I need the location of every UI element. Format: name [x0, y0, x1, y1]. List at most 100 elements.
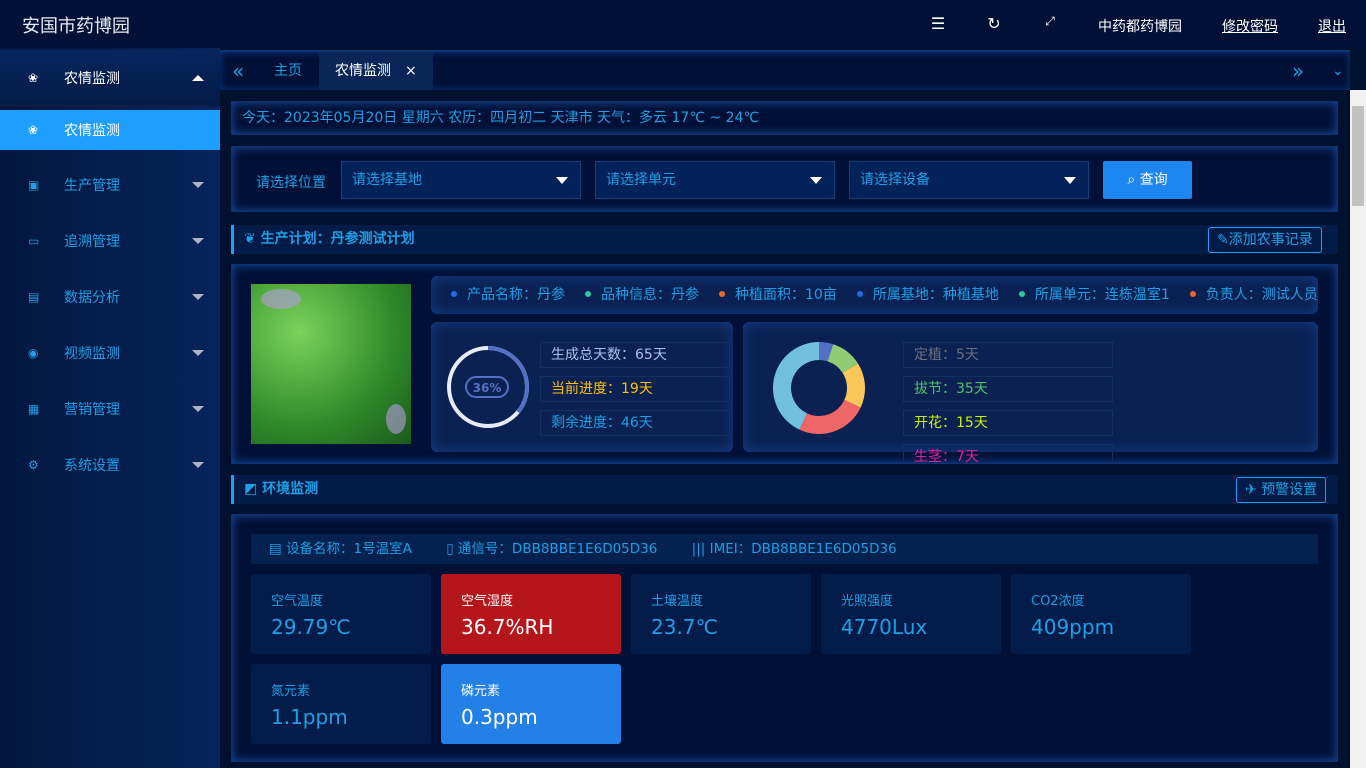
- plan-info-item: 产品名称：丹参: [451, 287, 565, 303]
- button-label: 预警设置: [1261, 482, 1318, 498]
- sidebar-item-label: 农情监测: [64, 71, 120, 87]
- bullet-dot: [585, 291, 591, 297]
- bullet-dot: [451, 291, 457, 297]
- info-text: 种植面积：10亩: [735, 287, 837, 303]
- plan-title: 生产计划：丹参测试计划: [260, 231, 415, 247]
- sidebar-item-label: 数据分析: [64, 290, 120, 306]
- info-text: 产品名称：丹参: [467, 287, 565, 303]
- sidebar-item-label: 系统设置: [64, 458, 120, 474]
- sidebar-item-trace[interactable]: ▭ 追溯管理: [0, 220, 220, 262]
- search-icon: ⌕: [1127, 172, 1136, 188]
- fullscreen-icon[interactable]: ⤢: [1045, 14, 1055, 28]
- menu-fold-icon[interactable]: ☰: [930, 14, 946, 33]
- sidebar-item-marketing[interactable]: ▦ 营销管理: [0, 388, 220, 430]
- stages-card: 定植：5天 拔节：35天 开花：15天 生茎：7天: [743, 322, 1318, 464]
- select-placeholder: 请选择基地: [352, 172, 422, 188]
- org-name[interactable]: 中药都药博园: [1098, 19, 1182, 35]
- alarm-icon: ✈: [1245, 482, 1262, 498]
- metric-card: 磷元素 0.3ppm: [441, 664, 621, 744]
- metric-label: 氮元素: [271, 684, 311, 699]
- stat-total-days: 生成总天数：65天: [540, 342, 730, 368]
- camera-icon: ◉: [28, 346, 39, 360]
- plan-section-header: ❦ 生产计划：丹参测试计划: [231, 225, 1338, 254]
- metric-value: 1.1ppm: [271, 705, 348, 729]
- info-text: 负责人：测试人员: [1205, 287, 1318, 303]
- device-name: 设备名称：1号温室A: [286, 541, 412, 557]
- monitor-icon: ▣: [28, 178, 40, 192]
- metric-card: 土壤温度 23.7℃: [631, 574, 811, 654]
- plan-info-bar: 产品名称：丹参 品种信息：丹参 种植面积：10亩 所属基地：种植基地 所属单元：连栋温室…: [431, 276, 1318, 314]
- sidebar-group-agri-monitor[interactable]: ❀ 农情监测: [0, 50, 220, 106]
- metric-value: 36.7%RH: [461, 615, 554, 639]
- edit-icon: ✎: [1217, 232, 1229, 248]
- tabs-dropdown-icon[interactable]: ⌄: [1332, 63, 1344, 79]
- metric-value: 29.79℃: [271, 615, 351, 639]
- stage-item: 开花：15天: [903, 410, 1113, 436]
- scrollbar-thumb[interactable]: [1352, 106, 1364, 206]
- alarm-settings-button[interactable]: ✈ 预警设置: [1236, 477, 1327, 503]
- progress-arc: [447, 346, 529, 428]
- query-button[interactable]: ⌕ 查询: [1103, 161, 1192, 199]
- progress-percent: 36%: [473, 381, 502, 395]
- base-select[interactable]: 请选择基地: [341, 161, 581, 199]
- plan-info-item: 负责人：测试人员: [1189, 287, 1318, 303]
- sidebar-item-settings[interactable]: ⚙ 系统设置: [0, 444, 220, 486]
- sidebar-item-label: 营销管理: [64, 402, 120, 418]
- metric-label: CO2浓度: [1031, 594, 1085, 609]
- query-label: 查询: [1139, 172, 1168, 188]
- plan-info-item: 所属单元：连栋温室1: [1018, 287, 1170, 303]
- server-icon: ▤: [269, 541, 282, 557]
- logout-link[interactable]: 退出: [1318, 19, 1346, 35]
- tab-agri-monitor[interactable]: 农情监测 ×: [319, 52, 433, 90]
- plant-icon: ❦: [244, 231, 261, 247]
- metric-label: 土壤温度: [651, 594, 704, 609]
- plant-photo: [251, 284, 411, 444]
- metric-label: 空气湿度: [461, 594, 514, 609]
- tabs-scroll-right-icon[interactable]: »: [1292, 59, 1305, 83]
- metric-label: 磷元素: [461, 684, 501, 699]
- metric-card: 光照强度 4770Lux: [821, 574, 1001, 654]
- bullet-dot: [1189, 291, 1196, 297]
- metric-value: 23.7℃: [651, 615, 718, 639]
- progress-card: 36% 生成总天数：65天 当前进度：19天 剩余进度：46天: [431, 322, 733, 452]
- refresh-icon[interactable]: ↻: [987, 14, 1001, 33]
- sidebar-item-production[interactable]: ▣ 生产管理: [0, 164, 220, 206]
- sidebar-item-label: 追溯管理: [64, 234, 120, 250]
- stage-donut-chart: [773, 342, 865, 434]
- tabs-scroll-left-icon[interactable]: «: [232, 59, 245, 83]
- doc-icon: ▦: [28, 402, 40, 416]
- metric-card: 空气温度 29.79℃: [251, 574, 431, 654]
- change-password-link[interactable]: 修改密码: [1222, 19, 1278, 35]
- device-info-bar: ▤ 设备名称：1号温室A ▯ 通信号：DBB8BBE1E6D05D36 ||| …: [251, 534, 1318, 564]
- select-placeholder: 请选择单元: [606, 172, 676, 188]
- barcode-icon: |||: [691, 541, 706, 557]
- stage-item: 定植：5天: [903, 342, 1113, 368]
- button-label: 添加农事记录: [1228, 232, 1313, 248]
- unit-select[interactable]: 请选择单元: [595, 161, 835, 199]
- caret-down-icon: [556, 177, 568, 184]
- chart-icon: ▤: [28, 290, 40, 304]
- sidebar-item-analysis[interactable]: ▤ 数据分析: [0, 276, 220, 318]
- progress-ring: 36%: [447, 346, 529, 428]
- env-section-header: ◩ 环境监测: [231, 475, 1338, 504]
- leaf-icon: ❀: [28, 123, 39, 137]
- tab-close-icon[interactable]: ×: [405, 63, 417, 79]
- device-comm-no: 通信号：DBB8BBE1E6D05D36: [457, 541, 658, 557]
- bullet-dot: [719, 291, 725, 297]
- plan-info-item: 种植面积：10亩: [719, 287, 837, 303]
- metric-value: 4770Lux: [841, 615, 928, 639]
- donut-slice: [827, 344, 858, 373]
- top-header: 安国市药博园 ☰ ↻ ⤢ 中药都药博园 修改密码 退出: [0, 0, 1366, 48]
- metric-card: 空气湿度 36.7%RH: [441, 574, 621, 654]
- stat-current-progress: 当前进度：19天: [540, 376, 730, 402]
- sidebar-item-video[interactable]: ◉ 视频监测: [0, 332, 220, 374]
- tab-home[interactable]: 主页: [274, 63, 302, 79]
- caret-down-icon: [192, 350, 204, 356]
- info-text: 品种信息：丹参: [601, 287, 699, 303]
- sidebar-item-agri-monitor[interactable]: ❀ 农情监测: [0, 110, 220, 150]
- donut-slice: [842, 363, 865, 408]
- scrollbar[interactable]: [1350, 90, 1366, 768]
- device-select[interactable]: 请选择设备: [849, 161, 1089, 199]
- add-farm-record-button[interactable]: ✎添加农事记录: [1208, 227, 1322, 253]
- bullet-dot: [856, 291, 863, 297]
